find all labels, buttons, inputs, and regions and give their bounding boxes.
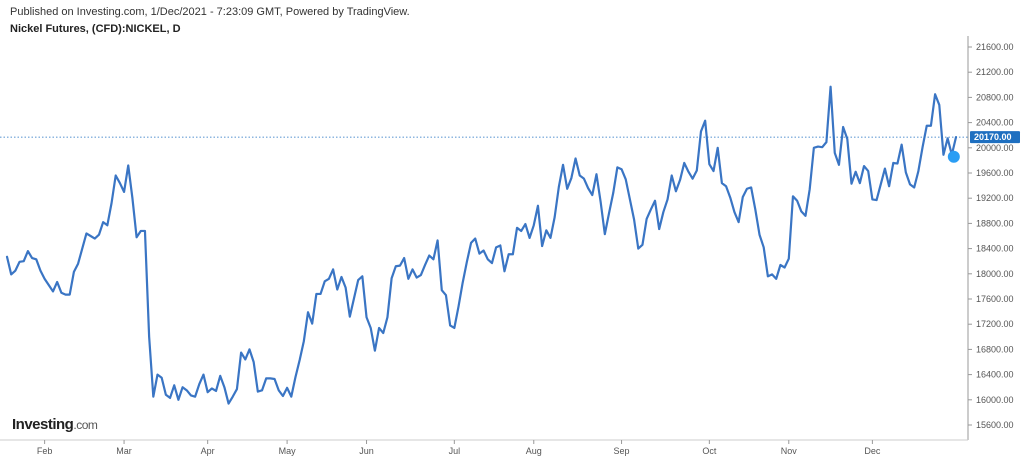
y-tick-label: 17600.00 <box>976 294 1014 304</box>
y-tick-label: 21200.00 <box>976 67 1014 77</box>
x-tick-label: Nov <box>781 446 798 456</box>
y-tick-label: 17200.00 <box>976 319 1014 329</box>
x-tick-label: Sep <box>614 446 630 456</box>
x-tick-label: Feb <box>37 446 53 456</box>
x-tick-label: Jun <box>359 446 374 456</box>
x-tick-label: Oct <box>702 446 717 456</box>
x-tick-label: Jul <box>449 446 461 456</box>
y-tick-label: 19200.00 <box>976 193 1014 203</box>
investing-logo: Investing.com <box>12 416 98 433</box>
y-tick-label: 16000.00 <box>976 395 1014 405</box>
y-tick-label: 15600.00 <box>976 420 1014 430</box>
event-marker-icon[interactable] <box>947 150 960 163</box>
x-tick-label: Apr <box>201 446 215 456</box>
y-tick-label: 20000.00 <box>976 143 1014 153</box>
x-tick-label: May <box>279 446 297 456</box>
x-tick-label: Dec <box>864 446 881 456</box>
y-tick-label: 20800.00 <box>976 92 1014 102</box>
published-info: Published on Investing.com, 1/Dec/2021 -… <box>10 6 410 18</box>
x-tick-label: Mar <box>116 446 132 456</box>
current-price-label: 20170.00 <box>974 132 1012 142</box>
y-tick-label: 19600.00 <box>976 168 1014 178</box>
current-price-tag <box>970 131 1020 144</box>
y-tick-label: 18000.00 <box>976 269 1014 279</box>
y-tick-label: 16800.00 <box>976 344 1014 354</box>
chart-title: Nickel Futures, (CFD):NICKEL, D <box>10 23 181 35</box>
y-tick-label: 21600.00 <box>976 42 1014 52</box>
y-tick-label: 20400.00 <box>976 118 1014 128</box>
series-line <box>5 85 958 405</box>
y-tick-label: 18800.00 <box>976 218 1014 228</box>
x-tick-label: Aug <box>526 446 542 456</box>
y-tick-label: 16400.00 <box>976 370 1014 380</box>
y-tick-label: 18400.00 <box>976 244 1014 254</box>
